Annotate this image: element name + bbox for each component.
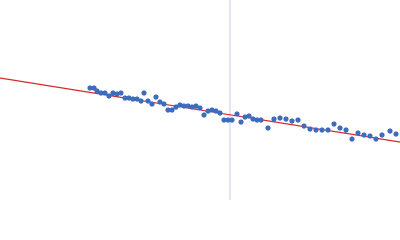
point: [98, 90, 104, 96]
point: [177, 102, 183, 108]
point: [161, 101, 167, 107]
point: [277, 115, 283, 121]
point: [393, 131, 399, 137]
point: [254, 117, 260, 123]
point: [134, 96, 140, 102]
point: [157, 99, 163, 105]
point: [221, 117, 227, 123]
point: [149, 101, 155, 107]
point: [145, 98, 151, 104]
point: [138, 98, 144, 104]
point: [343, 127, 349, 133]
point: [307, 126, 313, 132]
point: [213, 108, 219, 114]
chart: [0, 0, 400, 200]
point: [87, 85, 93, 91]
point: [201, 112, 207, 118]
point: [238, 119, 244, 125]
point: [225, 117, 231, 123]
point: [283, 116, 289, 122]
point: [271, 116, 277, 122]
point: [106, 93, 112, 99]
point: [250, 116, 256, 122]
point: [126, 95, 132, 101]
point: [193, 103, 199, 109]
point: [301, 123, 307, 129]
point: [379, 132, 385, 138]
point: [130, 96, 136, 102]
point: [110, 90, 116, 96]
point: [209, 107, 215, 113]
point: [319, 127, 325, 133]
point: [325, 127, 331, 133]
point: [141, 90, 147, 96]
point: [122, 95, 128, 101]
point: [205, 108, 211, 114]
point: [246, 113, 252, 119]
point: [165, 107, 171, 113]
point: [94, 88, 100, 94]
point: [361, 132, 367, 138]
point: [197, 105, 203, 111]
point: [242, 114, 248, 120]
point: [337, 125, 343, 131]
point: [387, 128, 393, 134]
point: [265, 125, 271, 131]
point: [169, 107, 175, 113]
point: [295, 117, 301, 123]
point: [373, 136, 379, 142]
point: [367, 133, 373, 139]
point: [185, 103, 191, 109]
point: [102, 90, 108, 96]
point: [234, 111, 240, 117]
point: [118, 90, 124, 96]
point: [331, 121, 337, 127]
point: [114, 91, 120, 97]
point: [189, 104, 195, 110]
point: [217, 110, 223, 116]
point: [153, 94, 159, 100]
point: [289, 118, 295, 124]
point: [313, 127, 319, 133]
point: [355, 130, 361, 136]
point: [229, 117, 235, 123]
point: [258, 117, 264, 123]
point: [349, 136, 355, 142]
point: [181, 103, 187, 109]
point: [173, 104, 179, 110]
